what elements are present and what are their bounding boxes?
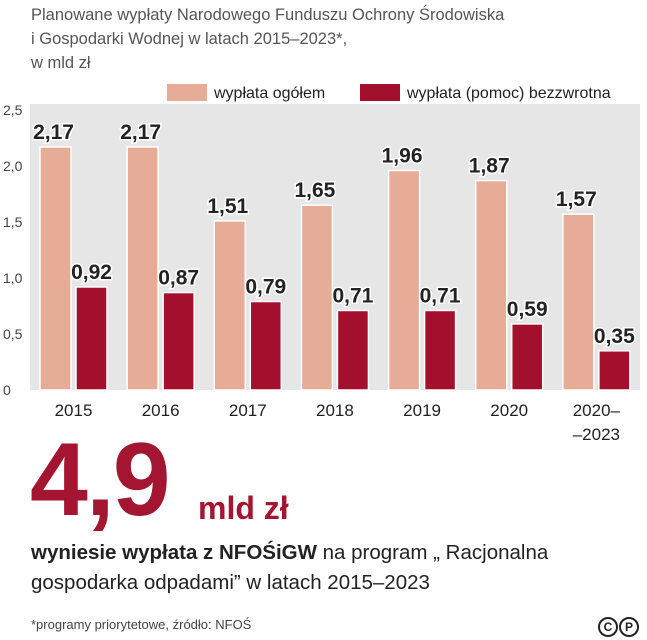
x-tick-label: 2019: [403, 401, 441, 420]
bar: [387, 169, 421, 391]
bar: [300, 204, 334, 391]
x-tick-label: 2017: [229, 401, 267, 420]
data-label: 0,59: [507, 298, 548, 321]
data-label: 2,17: [33, 121, 74, 144]
bar: [474, 179, 508, 391]
legend-swatch: [167, 84, 207, 101]
bar: [162, 291, 195, 391]
data-label: 1,57: [556, 188, 597, 211]
bar: [249, 300, 283, 391]
legend-label: wypłata (pomoc) bezzwrotna: [406, 85, 611, 102]
logo-letter: C: [598, 617, 618, 637]
highlight-unit: mld zł: [198, 490, 289, 526]
bar: [423, 309, 457, 391]
data-label: 1,96: [382, 144, 423, 167]
description-bold: wyniesie wypłata z NFOŚiGW: [31, 541, 317, 564]
y-tick-label: 2,0: [3, 158, 23, 174]
plot-background: [30, 104, 640, 390]
bar: [126, 146, 159, 391]
data-label: 1,65: [294, 179, 335, 202]
bar: [39, 146, 72, 391]
data-label: 0,79: [245, 276, 286, 299]
data-label: 0,92: [71, 261, 112, 284]
y-tick-label: 0,5: [3, 326, 23, 342]
title-line: Planowane wypłaty Narodowego Funduszu Oc…: [31, 6, 505, 24]
x-tick-label: 2016: [142, 401, 180, 420]
y-tick-label: 1,5: [3, 214, 23, 230]
bar: [213, 220, 247, 391]
x-tick-label: 2020: [490, 401, 528, 420]
logo-letter: P: [619, 617, 639, 637]
x-tick-label: 2018: [316, 401, 354, 420]
bar: [75, 286, 108, 391]
data-label: 1,51: [207, 195, 248, 218]
footnote: *programy priorytetowe, źródło: NFOŚ: [31, 617, 252, 632]
bar: [336, 309, 370, 391]
title-line: i Gospodarki Wodnej w latach 2015–2023*,: [31, 30, 348, 48]
x-tick-label: 2020–: [573, 401, 621, 420]
x-tick-label: 2015: [55, 401, 93, 420]
title-line: w mld zł: [31, 54, 91, 72]
y-tick-label: 1,0: [3, 270, 23, 286]
data-label: 2,17: [120, 121, 161, 144]
highlight-value: 4,9: [30, 422, 171, 538]
data-label: 1,87: [469, 155, 510, 178]
y-tick-label: 2,5: [3, 102, 23, 118]
highlight-description: wyniesie wypłata z NFOŚiGW na program „ …: [31, 538, 631, 598]
bar: [562, 213, 595, 391]
y-tick-label: 0: [3, 382, 11, 398]
x-tick-label: –2023: [573, 425, 620, 444]
bar-chart: 0 0,5 1,0 1,5 2,0 2,5 wypłata ogółem wypłata (p…: [3, 84, 640, 444]
data-label: 0,87: [158, 267, 199, 290]
bar: [510, 323, 544, 391]
description-rest: na program „ Racjonalna gospodarka odpad…: [31, 541, 549, 594]
data-label: 0,35: [594, 325, 635, 348]
legend-swatch: [360, 84, 400, 101]
bar: [598, 350, 631, 391]
legend-label: wypłata ogółem: [213, 85, 325, 102]
chart-title: Planowane wypłaty Narodowego Funduszu Oc…: [31, 3, 591, 75]
data-label: 0,71: [332, 284, 373, 307]
data-label: 0,71: [420, 284, 461, 307]
